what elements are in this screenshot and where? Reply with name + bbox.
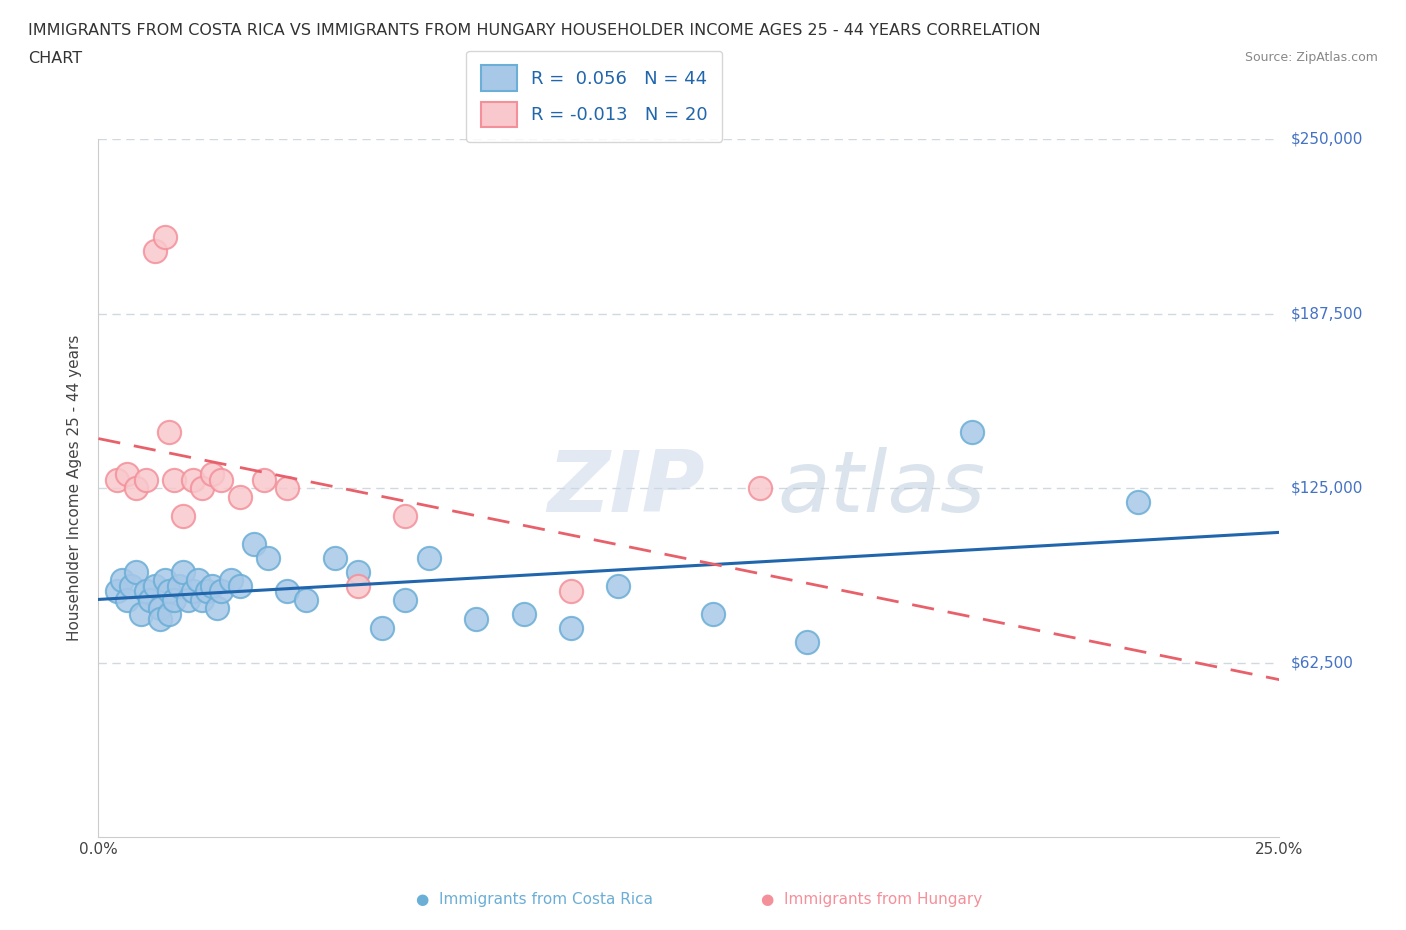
Point [129,606,152,621]
Point [139,592,162,607]
Point [276,584,298,599]
Text: IMMIGRANTS FROM COSTA RICA VS IMMIGRANTS FROM HUNGARY HOUSEHOLDER INCOME AGES 25: IMMIGRANTS FROM COSTA RICA VS IMMIGRANTS… [28,23,1040,38]
Point [125,565,148,579]
Point [195,584,218,599]
Point [229,489,252,504]
Legend: R =  0.056   N = 44, R = -0.013   N = 20: R = 0.056 N = 44, R = -0.013 N = 20 [467,51,723,141]
Point [125,481,148,496]
Point [149,601,172,616]
Point [191,481,214,496]
Text: $187,500: $187,500 [1291,306,1362,322]
Point [181,584,204,599]
Point [121,578,143,593]
Point [394,592,416,607]
Point [276,481,298,496]
Point [394,509,416,524]
Point [465,612,488,627]
Point [143,244,166,259]
Point [177,592,200,607]
Point [347,565,370,579]
Point [157,425,180,440]
Point [702,606,724,621]
Point [418,551,440,565]
Point [153,573,176,588]
Point [295,592,318,607]
Point [187,573,209,588]
Point [512,606,534,621]
Point [257,551,280,565]
Point [115,467,138,482]
Point [115,592,138,607]
Point [371,620,394,635]
Point [323,551,346,565]
Point [135,584,157,599]
Point [1126,495,1149,510]
Point [209,472,232,487]
Point [560,584,582,599]
Point [229,578,252,593]
Point [347,578,370,593]
Text: ZIP: ZIP [547,446,704,530]
Text: $62,500: $62,500 [1291,655,1354,671]
Point [560,620,582,635]
Text: atlas: atlas [778,446,986,530]
Text: ●  Immigrants from Costa Rica: ● Immigrants from Costa Rica [416,892,652,907]
Point [748,481,770,496]
Point [105,472,128,487]
Point [243,537,266,551]
Point [157,584,180,599]
Point [135,472,157,487]
Point [157,606,180,621]
Point [167,578,190,593]
Point [153,230,176,245]
Point [205,601,228,616]
Point [201,467,224,482]
Text: Source: ZipAtlas.com: Source: ZipAtlas.com [1244,51,1378,64]
Point [201,578,224,593]
Point [607,578,630,593]
Text: ●  Immigrants from Hungary: ● Immigrants from Hungary [761,892,983,907]
Text: CHART: CHART [28,51,82,66]
Point [163,472,186,487]
Point [143,578,166,593]
Point [796,634,818,649]
Point [172,509,194,524]
Point [105,584,128,599]
Text: $125,000: $125,000 [1291,481,1362,496]
Point [209,584,232,599]
Point [111,573,134,588]
Point [253,472,276,487]
Y-axis label: Householder Income Ages 25 - 44 years: Householder Income Ages 25 - 44 years [67,335,83,642]
Point [191,592,214,607]
Point [181,472,204,487]
Text: $250,000: $250,000 [1291,132,1362,147]
Point [219,573,242,588]
Point [962,425,984,440]
Point [163,592,186,607]
Point [172,565,194,579]
Point [149,612,172,627]
